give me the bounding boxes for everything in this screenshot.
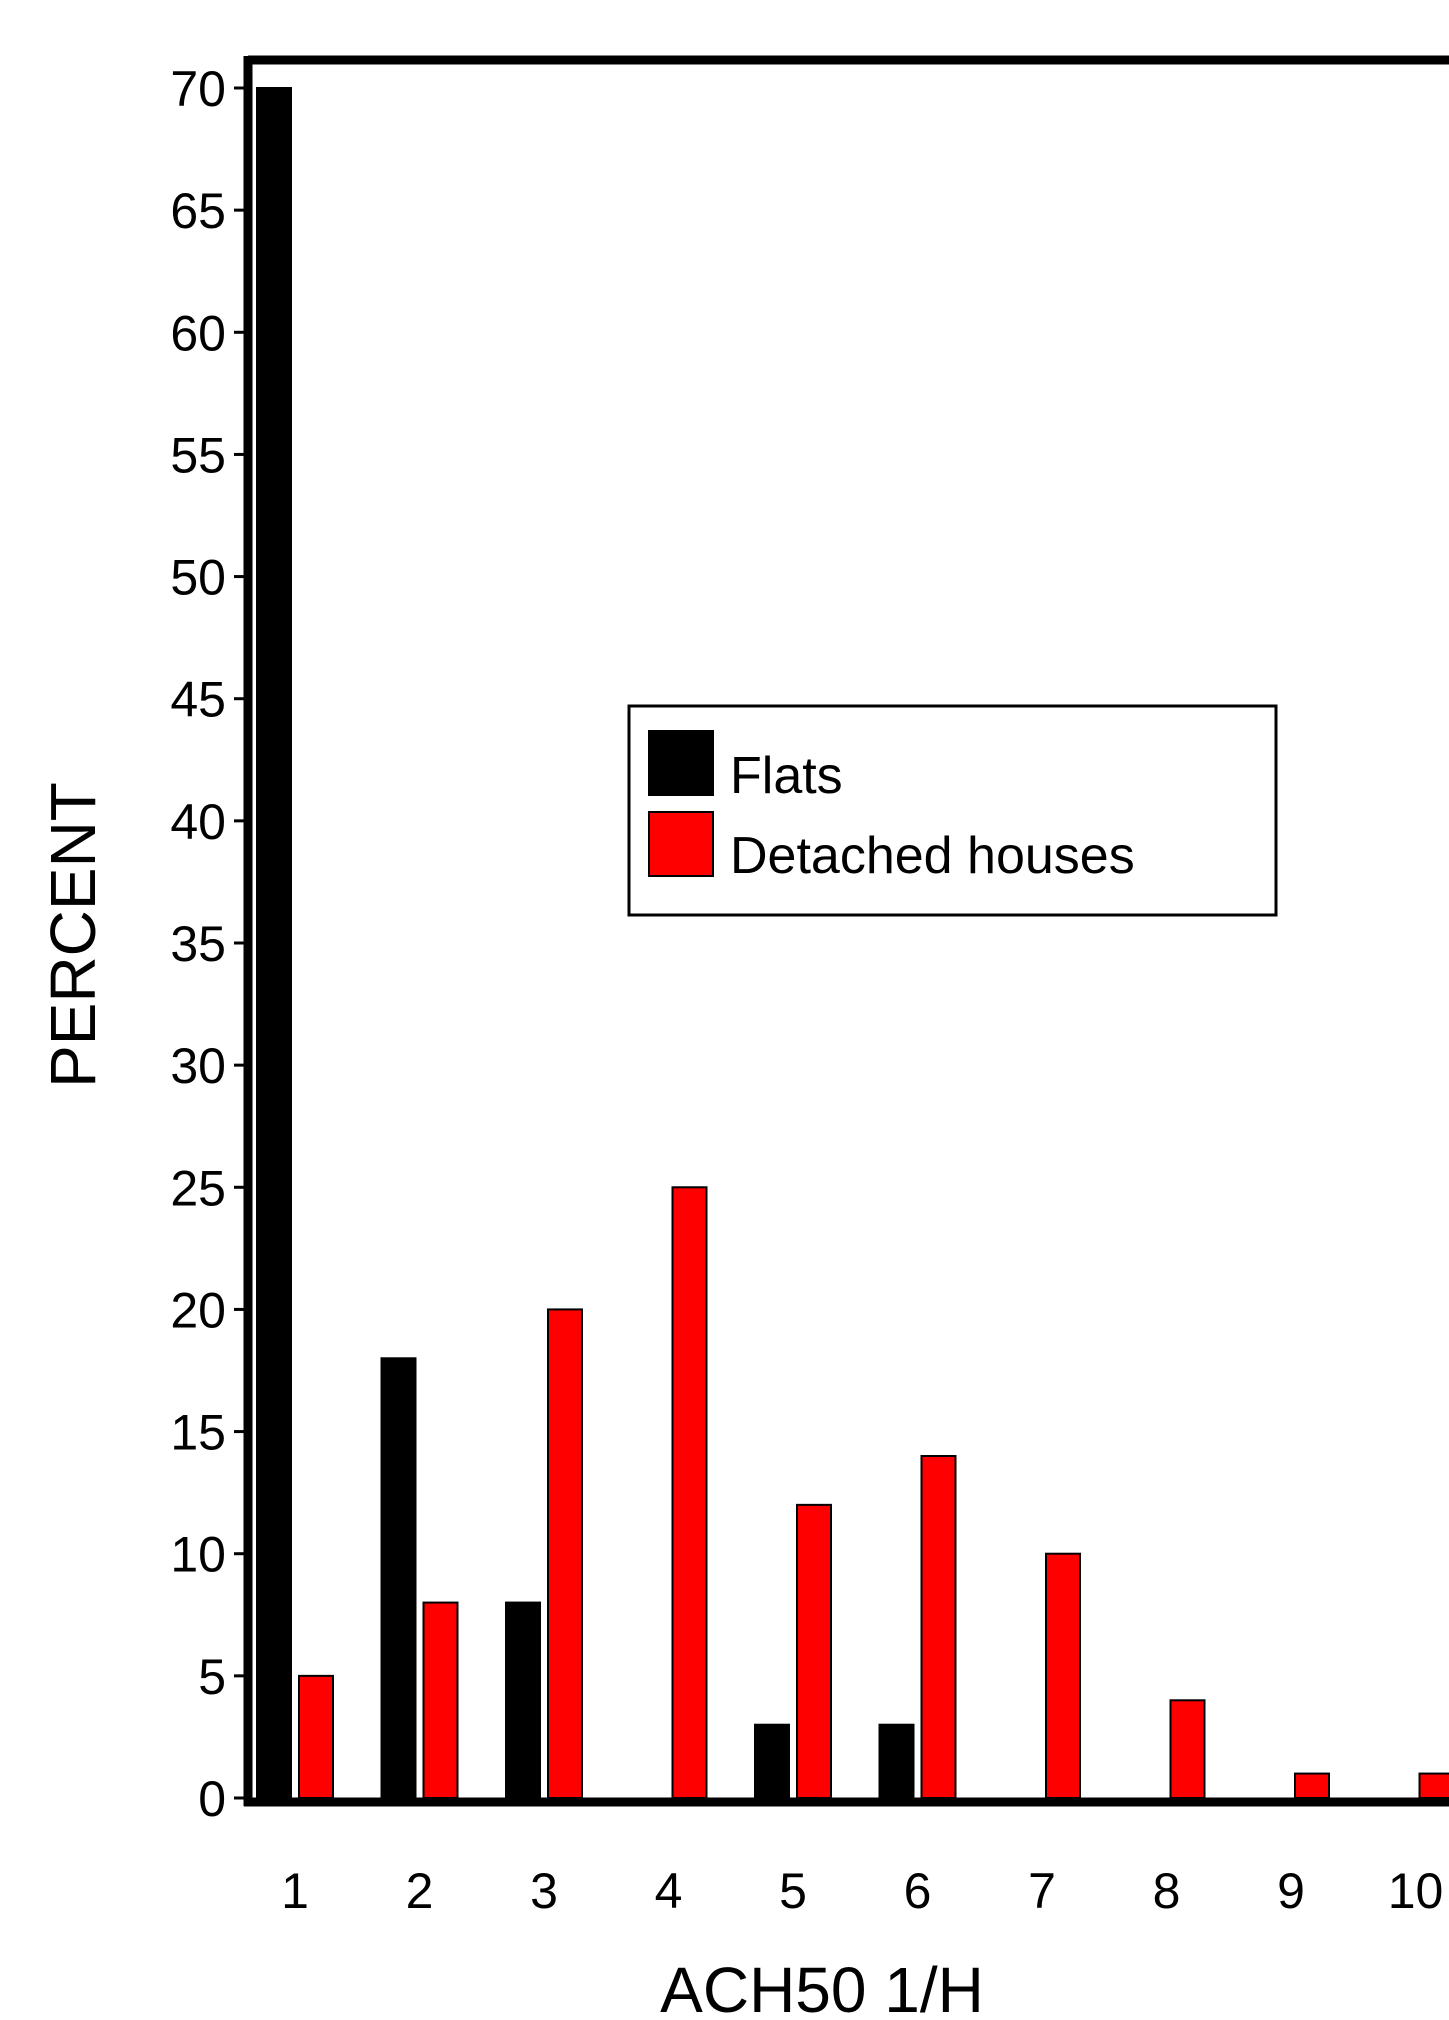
bar-flats-6 bbox=[878, 1723, 915, 1799]
y-tick-label: 40 bbox=[170, 794, 226, 850]
legend-box bbox=[627, 704, 1278, 917]
bar-detached-houses-5 bbox=[796, 1503, 832, 1800]
bar-detached-houses-4 bbox=[671, 1186, 708, 1800]
y-tick-label: 35 bbox=[170, 916, 226, 972]
x-tick-label: 3 bbox=[530, 1863, 558, 1919]
bar-detached-houses-9 bbox=[1294, 1772, 1330, 1799]
y-axis-label: PERCENT bbox=[37, 782, 109, 1088]
bar-flats-5 bbox=[754, 1723, 790, 1799]
y-tick-label: 55 bbox=[170, 427, 226, 483]
legend: Flats Detached houses bbox=[627, 704, 1278, 917]
y-tick-label: 10 bbox=[170, 1527, 226, 1583]
x-axis-ticks: 1 2 3 4 5 6 7 8 9 10 bbox=[281, 1863, 1443, 1919]
x-tick-label: 4 bbox=[655, 1863, 683, 1919]
bar-detached-houses-1 bbox=[298, 1674, 334, 1800]
legend-swatch-detached-houses bbox=[648, 811, 714, 877]
bar-flats-3 bbox=[505, 1601, 541, 1799]
x-tick-label: 1 bbox=[281, 1863, 309, 1919]
x-tick-label: 2 bbox=[406, 1863, 434, 1919]
y-tick-label: 70 bbox=[170, 61, 226, 117]
x-axis-label: ACH50 1/H bbox=[660, 1954, 984, 2020]
bar-flats-2 bbox=[380, 1357, 417, 1800]
x-tick-label: 6 bbox=[904, 1863, 932, 1919]
y-tick-label: 60 bbox=[170, 305, 226, 361]
y-tick-label: 5 bbox=[198, 1649, 226, 1705]
bar-flats-1 bbox=[256, 87, 292, 1799]
x-tick-label: 5 bbox=[779, 1863, 807, 1919]
y-tick-label: 50 bbox=[170, 550, 226, 606]
bar-detached-houses-7 bbox=[1045, 1552, 1081, 1799]
y-tick-label: 25 bbox=[170, 1160, 226, 1216]
bars bbox=[256, 87, 1449, 1800]
legend-swatch-flats bbox=[648, 730, 714, 796]
y-axis-ticks: 0 5 10 15 20 25 30 35 40 45 50 55 60 65 70 bbox=[170, 61, 248, 1827]
x-tick-label: 7 bbox=[1028, 1863, 1056, 1919]
bar-detached-houses-6 bbox=[920, 1455, 957, 1799]
y-tick-label: 15 bbox=[170, 1405, 226, 1461]
x-tick-label: 9 bbox=[1277, 1863, 1305, 1919]
legend-label-detached-houses: Detached houses bbox=[730, 827, 1135, 885]
y-tick-label: 0 bbox=[198, 1771, 226, 1827]
x-tick-label: 10 bbox=[1388, 1863, 1444, 1919]
bar-detached-houses-3 bbox=[547, 1308, 583, 1800]
x-tick-label: 8 bbox=[1153, 1863, 1181, 1919]
bar-detached-houses-10 bbox=[1418, 1772, 1449, 1799]
bar-detached-houses-8 bbox=[1169, 1699, 1206, 1800]
legend-label-flats: Flats bbox=[730, 747, 843, 805]
y-tick-label: 65 bbox=[170, 183, 226, 239]
y-tick-label: 45 bbox=[170, 672, 226, 728]
y-tick-label: 20 bbox=[170, 1282, 226, 1338]
y-tick-label: 30 bbox=[170, 1038, 226, 1094]
bar-detached-houses-2 bbox=[422, 1601, 459, 1799]
